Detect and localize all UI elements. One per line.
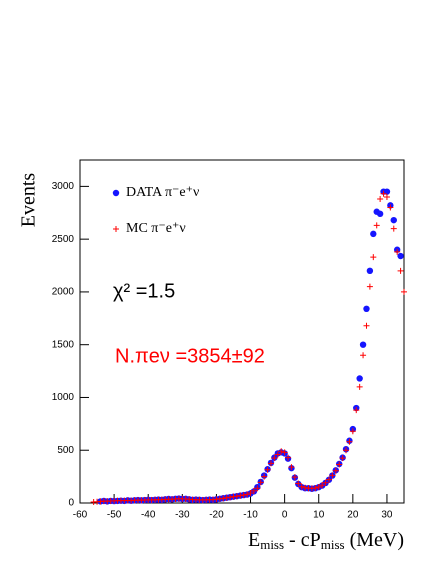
mc-point bbox=[346, 438, 353, 445]
mc-point bbox=[271, 455, 278, 462]
mc-point bbox=[322, 479, 329, 486]
mc-point bbox=[267, 460, 274, 467]
x-tick-label: -40 bbox=[141, 510, 156, 521]
data-point bbox=[397, 252, 404, 260]
y-tick-label: 2500 bbox=[52, 234, 75, 245]
mc-point bbox=[336, 461, 343, 468]
x-tick-label: -50 bbox=[107, 510, 122, 521]
data-point bbox=[359, 341, 367, 348]
mc-point bbox=[353, 407, 360, 414]
x-axis-label-subscript: miss bbox=[260, 537, 284, 552]
mc-point bbox=[250, 487, 257, 494]
series bbox=[90, 190, 407, 505]
annotation: N.πeν =3854±92 bbox=[115, 345, 265, 367]
mc-point bbox=[298, 483, 305, 490]
legend-label: DATA π⁻e⁺ν bbox=[126, 185, 199, 200]
mc-point bbox=[394, 248, 401, 255]
mc-point bbox=[244, 491, 251, 498]
x-tick-label: -10 bbox=[243, 510, 258, 521]
x-tick-label: 0 bbox=[282, 510, 288, 521]
mc-point bbox=[315, 483, 322, 490]
mc-point bbox=[380, 190, 387, 197]
legend-entry: DATA π⁻e⁺ν bbox=[112, 185, 199, 200]
y-axis-label: Events bbox=[18, 173, 40, 228]
plot-frame bbox=[79, 159, 405, 504]
mc-point bbox=[264, 466, 271, 473]
mc-point bbox=[397, 267, 404, 274]
mc-point bbox=[349, 428, 356, 435]
mc-point bbox=[247, 489, 254, 496]
x-tick-label: 30 bbox=[381, 510, 393, 521]
mc-point bbox=[302, 484, 309, 491]
legend-label: MC π⁻e⁺ν bbox=[126, 221, 186, 236]
mc-point bbox=[261, 473, 268, 480]
x-axis-label-part: (MeV) bbox=[345, 529, 404, 551]
mc-point bbox=[343, 447, 350, 454]
mc-point bbox=[295, 480, 302, 487]
mc-point bbox=[387, 204, 394, 211]
mc-point bbox=[288, 464, 295, 471]
mc-point bbox=[325, 476, 332, 483]
data-point bbox=[370, 230, 377, 238]
y-tick-label: 2000 bbox=[52, 287, 75, 298]
x-axis-label-part: - cP bbox=[284, 529, 321, 551]
mc-point bbox=[237, 492, 244, 499]
x-axis-label: Emiss - cPmiss (MeV) bbox=[248, 529, 404, 552]
mc-point bbox=[370, 254, 377, 261]
mc-point bbox=[383, 193, 390, 200]
data-point bbox=[356, 375, 363, 382]
data-point bbox=[376, 210, 384, 218]
x-tick-label: 20 bbox=[347, 510, 359, 521]
mc-point bbox=[373, 222, 380, 229]
mc-point bbox=[220, 495, 227, 502]
mc-point bbox=[227, 494, 234, 501]
mc-point bbox=[319, 482, 326, 489]
x-axis-label-subscript: miss bbox=[321, 537, 345, 552]
mc-point bbox=[339, 455, 346, 462]
x-tick-label: -30 bbox=[175, 510, 190, 521]
mc-point bbox=[363, 322, 370, 329]
y-tick-label: 1500 bbox=[52, 339, 75, 350]
mc-point bbox=[366, 283, 373, 290]
mc-point bbox=[401, 288, 407, 295]
y-tick-label: 0 bbox=[68, 498, 74, 509]
legend-marker bbox=[113, 226, 119, 232]
y-tick-label: 3000 bbox=[52, 181, 75, 192]
y-tick-label: 1000 bbox=[52, 392, 75, 403]
mc-point bbox=[332, 467, 339, 474]
mc-point bbox=[257, 479, 264, 486]
data-point bbox=[366, 267, 374, 275]
mc-point bbox=[312, 485, 319, 492]
mc-point bbox=[377, 196, 384, 203]
mc-point bbox=[360, 352, 367, 359]
data-point bbox=[383, 188, 391, 195]
mc-point bbox=[356, 383, 363, 390]
annotation: χ² =1.5 bbox=[113, 280, 175, 302]
mc-point bbox=[240, 491, 247, 498]
mc-point bbox=[291, 474, 298, 481]
data-point bbox=[390, 216, 397, 224]
legend-marker bbox=[112, 189, 120, 197]
mc-point bbox=[329, 472, 336, 479]
mc-point bbox=[274, 451, 281, 458]
y-tick-label: 500 bbox=[57, 445, 74, 456]
x-tick-label: -60 bbox=[73, 510, 88, 521]
legend-entry: MC π⁻e⁺ν bbox=[113, 221, 186, 236]
mc-point bbox=[281, 449, 288, 456]
data-point bbox=[363, 305, 370, 313]
x-tick-label: -20 bbox=[209, 510, 224, 521]
mc-point bbox=[254, 485, 261, 492]
x-tick-label: 10 bbox=[313, 510, 325, 521]
mc-point bbox=[285, 454, 292, 461]
x-axis-label-part: E bbox=[248, 529, 260, 551]
mc-point bbox=[278, 448, 285, 455]
mc-point bbox=[233, 493, 240, 500]
mc-point bbox=[390, 225, 397, 232]
